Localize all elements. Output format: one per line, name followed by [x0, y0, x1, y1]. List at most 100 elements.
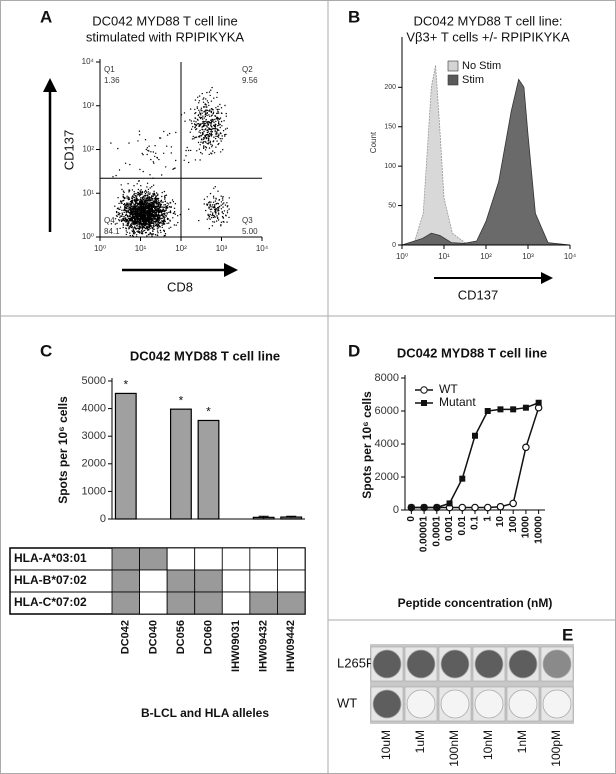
event: [168, 222, 170, 224]
event: [150, 209, 152, 211]
event: [207, 109, 209, 112]
event: [133, 203, 135, 205]
event: [135, 213, 137, 215]
event: [146, 153, 148, 156]
event: [196, 123, 198, 125]
event: [167, 203, 170, 205]
event: [156, 201, 158, 203]
event: [202, 147, 205, 149]
well: [542, 649, 572, 679]
event: [133, 194, 135, 196]
significance-mark: *: [179, 393, 184, 407]
x-tick-label: DC056: [175, 620, 187, 654]
event: [142, 211, 145, 214]
event: [131, 196, 133, 198]
event: [152, 195, 154, 197]
event: [188, 149, 190, 152]
column-label: 1nM: [515, 730, 529, 753]
event: [133, 212, 135, 215]
x-tick-label: 10000: [533, 516, 544, 544]
event: [209, 213, 211, 216]
event: [159, 216, 161, 218]
event: [222, 206, 224, 208]
event: [154, 224, 157, 227]
event: [118, 220, 121, 222]
event: [218, 122, 220, 125]
event: [164, 220, 166, 223]
event: [110, 223, 113, 225]
event: [212, 221, 214, 223]
event: [216, 112, 218, 115]
well: [440, 689, 470, 719]
table-cell: [139, 569, 168, 593]
event: [146, 202, 148, 205]
event: [155, 213, 158, 216]
x-axis-label: Peptide concentration (nM): [398, 596, 553, 610]
event: [223, 210, 226, 212]
event: [201, 112, 203, 114]
event: [123, 203, 125, 206]
event: [146, 227, 148, 229]
event: [228, 216, 230, 219]
event: [118, 219, 120, 221]
event: [135, 195, 137, 197]
event: [143, 191, 146, 193]
event: [121, 188, 123, 191]
event: [215, 202, 218, 205]
event: [130, 204, 132, 206]
event: [211, 214, 213, 217]
event: [148, 198, 150, 201]
event: [183, 112, 186, 114]
event: [127, 207, 129, 209]
event: [153, 201, 155, 204]
event: [208, 104, 210, 107]
table-cell: [111, 591, 140, 615]
event: [146, 194, 149, 196]
event: [159, 137, 161, 139]
event: [203, 198, 206, 200]
event: [137, 231, 139, 234]
event: [215, 120, 217, 123]
x-tick-label: 1: [482, 516, 493, 522]
event: [154, 221, 156, 223]
x-tick-label: 0.1: [470, 516, 481, 530]
event: [208, 153, 210, 156]
event: [204, 115, 207, 118]
event: [174, 203, 177, 205]
event: [146, 228, 148, 230]
event: [212, 140, 215, 142]
event: [137, 220, 140, 222]
x-tick-label: 10⁰: [94, 244, 106, 253]
bar: [169, 408, 192, 520]
event: [125, 233, 128, 236]
event: [140, 226, 142, 228]
event: [143, 206, 145, 208]
y-tick-label: 2000: [82, 458, 106, 470]
event: [122, 226, 124, 229]
event: [119, 206, 122, 208]
event: [220, 204, 222, 206]
event: [210, 133, 213, 136]
event: [132, 215, 134, 217]
event: [199, 159, 201, 161]
event: [216, 96, 218, 99]
event: [205, 113, 207, 115]
marker: [459, 475, 466, 482]
event: [160, 210, 162, 212]
event: [161, 224, 163, 226]
event: [184, 120, 186, 122]
table-cell: [194, 591, 223, 615]
event: [139, 208, 142, 210]
event: [207, 138, 210, 140]
event: [217, 212, 220, 214]
event: [205, 110, 207, 112]
y-axis-label: Count: [369, 131, 378, 153]
event: [125, 221, 127, 223]
event: [143, 224, 146, 227]
event: [206, 126, 208, 128]
quadrant-name: Q1: [104, 65, 115, 74]
event: [130, 207, 132, 209]
event: [145, 225, 147, 227]
event: [139, 168, 141, 171]
event: [131, 214, 133, 216]
